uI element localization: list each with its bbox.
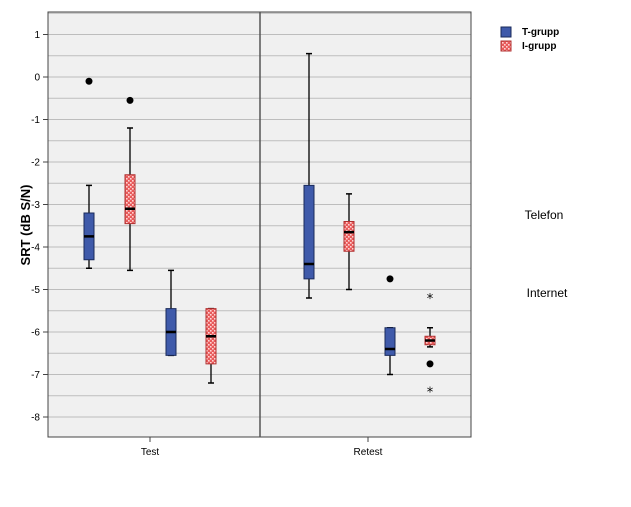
outlier-point — [426, 360, 434, 368]
panel-label-test: Test — [141, 447, 160, 458]
y-tick-label: 1 — [34, 30, 40, 41]
outlier-point — [126, 96, 134, 104]
y-tick-label: -3 — [31, 200, 40, 211]
legend-label-t-grupp: T-grupp — [522, 27, 559, 38]
y-tick-label: 0 — [34, 73, 40, 84]
box-body — [343, 221, 355, 252]
y-axis: 1 0 -1 -2 -3 -4 -5 -6 -7 -8 — [31, 30, 48, 424]
outlier-point — [386, 275, 394, 283]
box-t-grupp-test-internet — [165, 269, 177, 357]
box-i-grupp-retest-telefon — [343, 193, 355, 291]
y-tick-label: -5 — [31, 285, 40, 296]
box-i-grupp-test-telefon — [124, 96, 136, 272]
side-label-internet: Internet — [527, 286, 568, 300]
y-tick-label: -2 — [31, 158, 40, 169]
box-i-grupp-retest-internet: ** — [424, 292, 436, 401]
extreme-outlier-star: * — [427, 292, 434, 307]
y-tick-label: -6 — [31, 328, 40, 339]
y-axis-title: SRT (dB S/N) — [18, 185, 33, 266]
box-i-grupp-test-internet — [205, 307, 217, 384]
box-body — [124, 174, 136, 225]
y-tick-label: -8 — [31, 413, 40, 424]
box-t-grupp-retest-internet — [384, 275, 396, 376]
y-tick-label: -4 — [31, 243, 40, 254]
panel-label-retest: Retest — [354, 447, 383, 458]
legend: T-grupp I-grupp — [500, 26, 559, 52]
side-label-telefon: Telefon — [525, 208, 564, 222]
extreme-outlier-star: * — [427, 386, 434, 401]
legend-swatch-i-grupp — [500, 40, 512, 52]
outlier-point — [85, 77, 93, 85]
box-t-grupp-test-telefon — [83, 77, 95, 269]
y-tick-label: -1 — [31, 115, 40, 126]
box-body — [384, 327, 396, 356]
y-tick-label: -7 — [31, 370, 40, 381]
box-body — [303, 184, 315, 280]
legend-label-i-grupp: I-grupp — [522, 41, 556, 52]
box-t-grupp-retest-telefon — [303, 52, 315, 299]
boxes: ** — [83, 52, 436, 401]
legend-swatch-t-grupp — [500, 26, 512, 38]
